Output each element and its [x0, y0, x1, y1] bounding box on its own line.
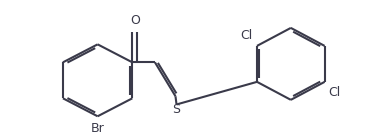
Text: O: O — [130, 14, 140, 27]
Text: Cl: Cl — [241, 29, 253, 42]
Text: S: S — [173, 103, 180, 116]
Text: Br: Br — [91, 122, 105, 135]
Text: Cl: Cl — [329, 86, 341, 99]
